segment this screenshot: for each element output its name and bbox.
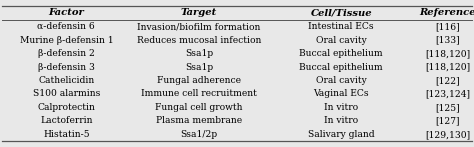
Text: Cell/Tissue: Cell/Tissue — [310, 8, 372, 17]
Text: Histatin-5: Histatin-5 — [43, 130, 90, 139]
Text: Immune cell recruitment: Immune cell recruitment — [141, 90, 257, 98]
Text: β-defensin 3: β-defensin 3 — [38, 62, 95, 71]
Text: Factor: Factor — [48, 8, 84, 17]
Text: Oral cavity: Oral cavity — [316, 36, 367, 45]
Text: Calprotectin: Calprotectin — [37, 103, 95, 112]
Text: [125]: [125] — [436, 103, 460, 112]
Text: Plasma membrane: Plasma membrane — [156, 116, 242, 125]
Text: Ssa1p: Ssa1p — [185, 62, 213, 71]
Text: S100 alarmins: S100 alarmins — [33, 90, 100, 98]
Text: Reduces mucosal infection: Reduces mucosal infection — [137, 36, 261, 45]
Text: [116]: [116] — [436, 22, 460, 31]
Text: Oral cavity: Oral cavity — [316, 76, 367, 85]
Text: Cathelicidin: Cathelicidin — [38, 76, 94, 85]
Text: Ssa1/2p: Ssa1/2p — [181, 130, 218, 139]
Text: [133]: [133] — [436, 36, 460, 45]
Text: Vaginal ECs: Vaginal ECs — [313, 90, 369, 98]
Text: β-defensin 2: β-defensin 2 — [38, 49, 95, 58]
Text: [127]: [127] — [436, 116, 460, 125]
Text: Buccal epithelium: Buccal epithelium — [300, 62, 383, 71]
Text: Reference: Reference — [419, 8, 474, 17]
Text: Murine β-defensin 1: Murine β-defensin 1 — [19, 36, 113, 45]
Text: Lactoferrin: Lactoferrin — [40, 116, 92, 125]
Text: [129,130]: [129,130] — [425, 130, 471, 139]
Text: [123,124]: [123,124] — [426, 90, 470, 98]
Text: Salivary gland: Salivary gland — [308, 130, 374, 139]
Text: [118,120]: [118,120] — [425, 49, 471, 58]
Text: Target: Target — [181, 8, 217, 17]
Text: Fungal adherence: Fungal adherence — [157, 76, 241, 85]
Text: Ssa1p: Ssa1p — [185, 49, 213, 58]
Text: Fungal cell growth: Fungal cell growth — [155, 103, 243, 112]
Text: Buccal epithelium: Buccal epithelium — [300, 49, 383, 58]
Text: [118,120]: [118,120] — [425, 62, 471, 71]
Text: [122]: [122] — [436, 76, 460, 85]
Text: α-defensin 6: α-defensin 6 — [37, 22, 95, 31]
Text: In vitro: In vitro — [324, 103, 358, 112]
Text: Invasion/biofilm formation: Invasion/biofilm formation — [137, 22, 261, 31]
Text: In vitro: In vitro — [324, 116, 358, 125]
Text: Intestinal ECs: Intestinal ECs — [309, 22, 374, 31]
